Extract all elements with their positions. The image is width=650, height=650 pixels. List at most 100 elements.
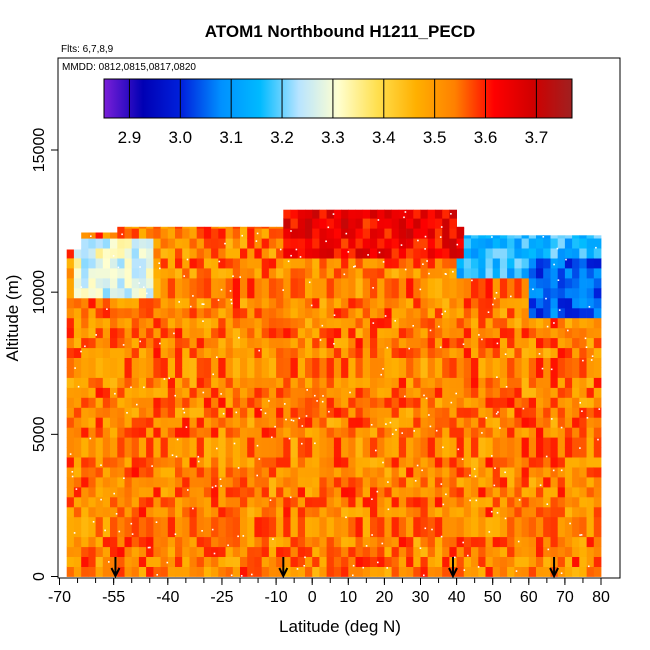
gap-dot	[439, 236, 442, 238]
heatmap-cell	[124, 427, 133, 438]
heatmap-cell	[268, 377, 277, 388]
heatmap-cell	[514, 427, 522, 438]
heatmap-cell	[593, 367, 602, 378]
heatmap-cell	[442, 277, 450, 289]
heatmap-cell	[362, 268, 371, 279]
heatmap-cell	[225, 277, 234, 289]
heatmap-cell	[167, 516, 176, 528]
heatmap-cell	[572, 268, 580, 279]
heatmap-cell	[449, 367, 457, 378]
heatmap-cell	[557, 546, 566, 557]
x-tick-label: 50	[484, 589, 502, 606]
heatmap-cell	[370, 277, 378, 289]
heatmap-cell	[153, 417, 161, 428]
heatmap-cell	[146, 268, 154, 279]
heatmap-cell	[564, 367, 573, 378]
heatmap-cell	[182, 496, 190, 508]
heatmap-cell	[240, 377, 248, 388]
heatmap-cell	[218, 268, 226, 279]
gap-dot	[255, 240, 258, 242]
heatmap-cell	[261, 277, 270, 289]
heatmap-cell	[420, 516, 429, 528]
heatmap-cell	[160, 357, 169, 368]
gap-dot	[216, 356, 218, 358]
heatmap-cell	[420, 397, 429, 408]
heatmap-cell	[240, 496, 248, 508]
gap-dot	[251, 573, 253, 576]
heatmap-cell	[225, 248, 234, 259]
heatmap-cell	[283, 437, 291, 448]
heatmap-cell	[528, 566, 537, 577]
heatmap-cell	[499, 277, 508, 289]
gap-dot	[319, 339, 322, 341]
heatmap-cell	[232, 258, 241, 269]
heatmap-cell	[240, 297, 248, 309]
heatmap-cell	[203, 556, 212, 567]
heatmap-cell	[175, 566, 183, 577]
colorbar-tick-label: 3.6	[474, 128, 498, 147]
heatmap-cell	[521, 536, 530, 548]
gap-dot	[487, 311, 490, 313]
heatmap-cell	[167, 357, 176, 368]
heatmap-cell	[124, 437, 133, 448]
heatmap-cell	[442, 317, 450, 329]
heatmap-cell	[377, 506, 385, 518]
heatmap-cell	[218, 337, 226, 349]
heatmap-cell	[413, 268, 421, 279]
heatmap-cell	[326, 427, 335, 438]
heatmap-cell	[557, 307, 566, 319]
heatmap-cell	[348, 427, 356, 438]
heatmap-cell	[333, 427, 342, 438]
heatmap-cell	[312, 417, 320, 428]
heatmap-cell	[406, 516, 414, 528]
heatmap-cell	[543, 526, 551, 538]
heatmap-cell	[406, 407, 414, 418]
gap-dot	[74, 367, 76, 369]
heatmap-cell	[434, 347, 443, 358]
heatmap-cell	[138, 477, 147, 488]
heatmap-cell	[312, 317, 320, 329]
heatmap-cell	[420, 357, 429, 368]
heatmap-cell	[312, 556, 320, 567]
heatmap-cell	[521, 457, 530, 468]
heatmap-cell	[514, 417, 522, 428]
heatmap-cell	[73, 496, 82, 508]
heatmap-cell	[319, 496, 327, 508]
gap-dot	[217, 299, 220, 301]
heatmap-cell	[88, 417, 96, 428]
heatmap-cell	[370, 407, 378, 418]
heatmap-cell	[449, 337, 457, 349]
heatmap-cell	[81, 287, 89, 299]
heatmap-cell	[427, 258, 436, 269]
heatmap-cell	[160, 397, 169, 408]
heatmap-cell	[297, 327, 306, 339]
gap-dot	[258, 349, 260, 352]
heatmap-cell	[124, 367, 133, 378]
heatmap-cell	[189, 387, 198, 398]
heatmap-cell	[167, 228, 176, 239]
heatmap-cell	[391, 357, 400, 368]
gap-dot	[567, 329, 569, 332]
heatmap-cell	[434, 297, 443, 309]
heatmap-cell	[456, 287, 465, 299]
heatmap-cell	[398, 258, 407, 269]
heatmap-cell	[196, 437, 205, 448]
heatmap-cell	[218, 228, 226, 239]
heatmap-cell	[240, 277, 248, 289]
heatmap-cell	[427, 297, 436, 309]
profile-arrows	[110, 557, 559, 579]
heatmap-cell	[572, 347, 580, 358]
gap-dot	[551, 418, 553, 420]
heatmap-cell	[73, 566, 82, 577]
gap-dot	[139, 266, 141, 268]
heatmap-cell	[391, 496, 400, 508]
heatmap-cell	[398, 238, 407, 249]
heatmap-cell	[182, 427, 190, 438]
gap-dot	[71, 471, 74, 473]
heatmap-cell	[579, 397, 587, 408]
heatmap-cell	[572, 367, 580, 378]
heatmap-cell	[240, 546, 248, 557]
heatmap-cell	[182, 248, 190, 259]
heatmap-cell	[449, 277, 457, 289]
heatmap-cell	[427, 496, 436, 508]
